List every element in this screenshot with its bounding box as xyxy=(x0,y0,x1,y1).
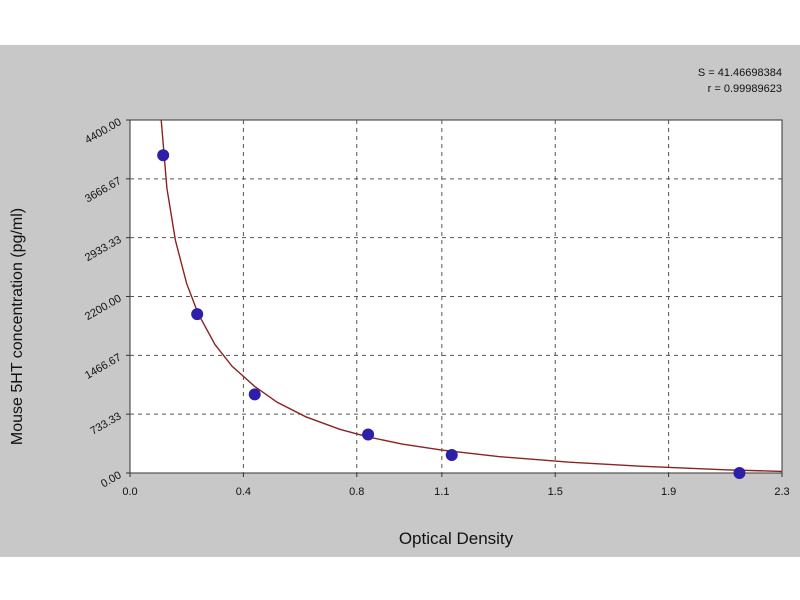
x-tick-label: 0.8 xyxy=(349,486,364,498)
y-tick-label: 733.33 xyxy=(88,410,123,437)
x-tick-label: 0.0 xyxy=(122,486,137,498)
chart-panel: S = 41.46698384 r = 0.99989623 0.0 0.4 0.8… xyxy=(0,45,800,557)
x-tick-label: 1.1 xyxy=(434,486,449,498)
y-tick-label: 1466.67 xyxy=(83,352,123,382)
y-tick-label: 2933.33 xyxy=(83,234,123,264)
x-tick-label: 1.9 xyxy=(661,486,676,498)
fit-stat-s: S = 41.46698384 xyxy=(697,67,782,79)
y-tick-label: 3666.67 xyxy=(83,175,123,205)
x-tick-label: 0.4 xyxy=(236,486,251,498)
data-point xyxy=(445,448,458,461)
x-tick-label: 2.3 xyxy=(774,486,789,498)
data-point xyxy=(362,428,375,441)
data-points xyxy=(157,149,746,479)
data-point xyxy=(157,149,170,162)
grid-lines xyxy=(130,120,782,473)
plot-area xyxy=(129,119,783,474)
chart-svg: 0.0 0.4 0.8 1.1 1.5 1.9 2.3 0.00 733.33 1466.67 22… xyxy=(9,116,790,548)
y-axis-label: Mouse 5HT concentration (pg/ml) xyxy=(9,208,26,445)
data-point xyxy=(191,308,204,321)
fit-curve xyxy=(160,119,783,473)
y-tick-label: 0.00 xyxy=(99,469,124,490)
x-axis-label: Optical Density xyxy=(399,529,514,548)
y-tick-label: 4400.00 xyxy=(83,116,123,146)
data-point xyxy=(733,467,746,479)
x-tick-label: 1.5 xyxy=(548,486,563,498)
fit-stat-r: r = 0.99989623 xyxy=(707,83,782,95)
y-tick-label: 2200.00 xyxy=(83,293,123,323)
data-point xyxy=(248,388,261,401)
